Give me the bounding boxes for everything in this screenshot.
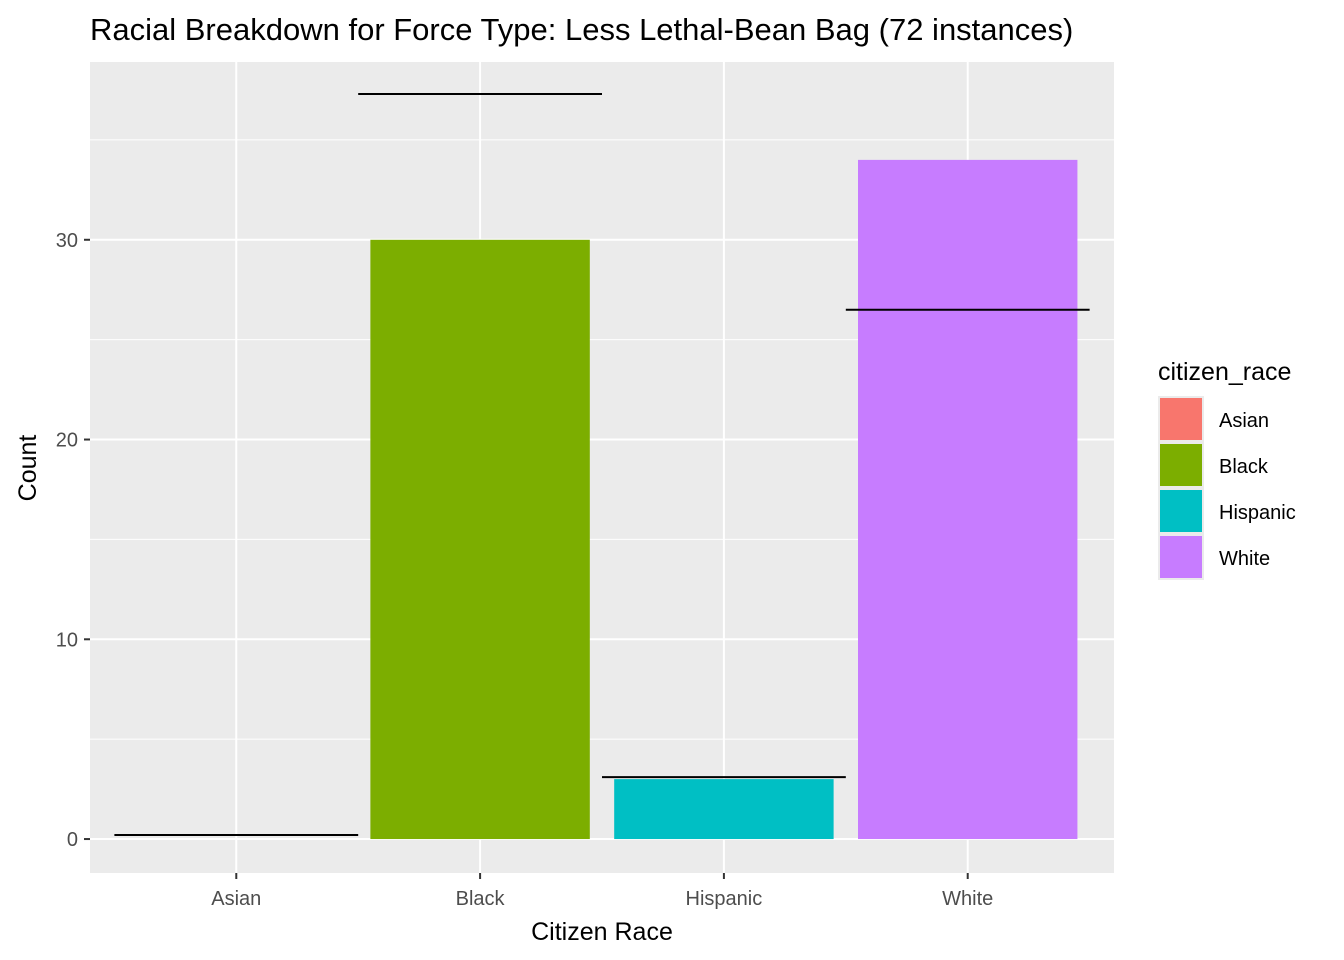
y-tick-label: 20 [56,430,78,452]
x-axis: Asian Black Hispanic White [211,873,993,910]
x-tick-label: Black [456,888,506,910]
y-axis-title: Count [14,435,42,502]
bar-black [370,239,590,840]
legend-key-asian [1160,398,1202,440]
x-axis-title: Citizen Race [531,918,673,946]
legend-key-black [1160,444,1202,486]
legend: citizen_race Asian Black Hispanic White [1158,358,1296,580]
legend-key-hispanic [1160,490,1202,532]
legend-key-white [1160,536,1202,578]
bars [370,159,1078,840]
y-tick-label: 10 [56,629,78,651]
x-tick-label: Hispanic [686,888,763,910]
legend-label: White [1219,548,1270,570]
chart-title: Racial Breakdown for Force Type: Less Le… [90,12,1073,47]
y-tick-label: 30 [56,230,78,252]
y-tick-label: 0 [67,829,78,851]
reference-lines [114,92,1090,837]
y-axis: 0 10 20 30 [56,230,90,851]
legend-items: Asian Black Hispanic White [1158,396,1296,580]
legend-title: citizen_race [1158,358,1291,386]
legend-label: Hispanic [1219,502,1296,524]
x-tick-label: White [942,888,993,910]
legend-label: Asian [1219,410,1269,432]
bar-white [858,159,1078,840]
legend-label: Black [1219,456,1269,478]
bar-hispanic [614,779,834,840]
x-tick-label: Asian [211,888,261,910]
